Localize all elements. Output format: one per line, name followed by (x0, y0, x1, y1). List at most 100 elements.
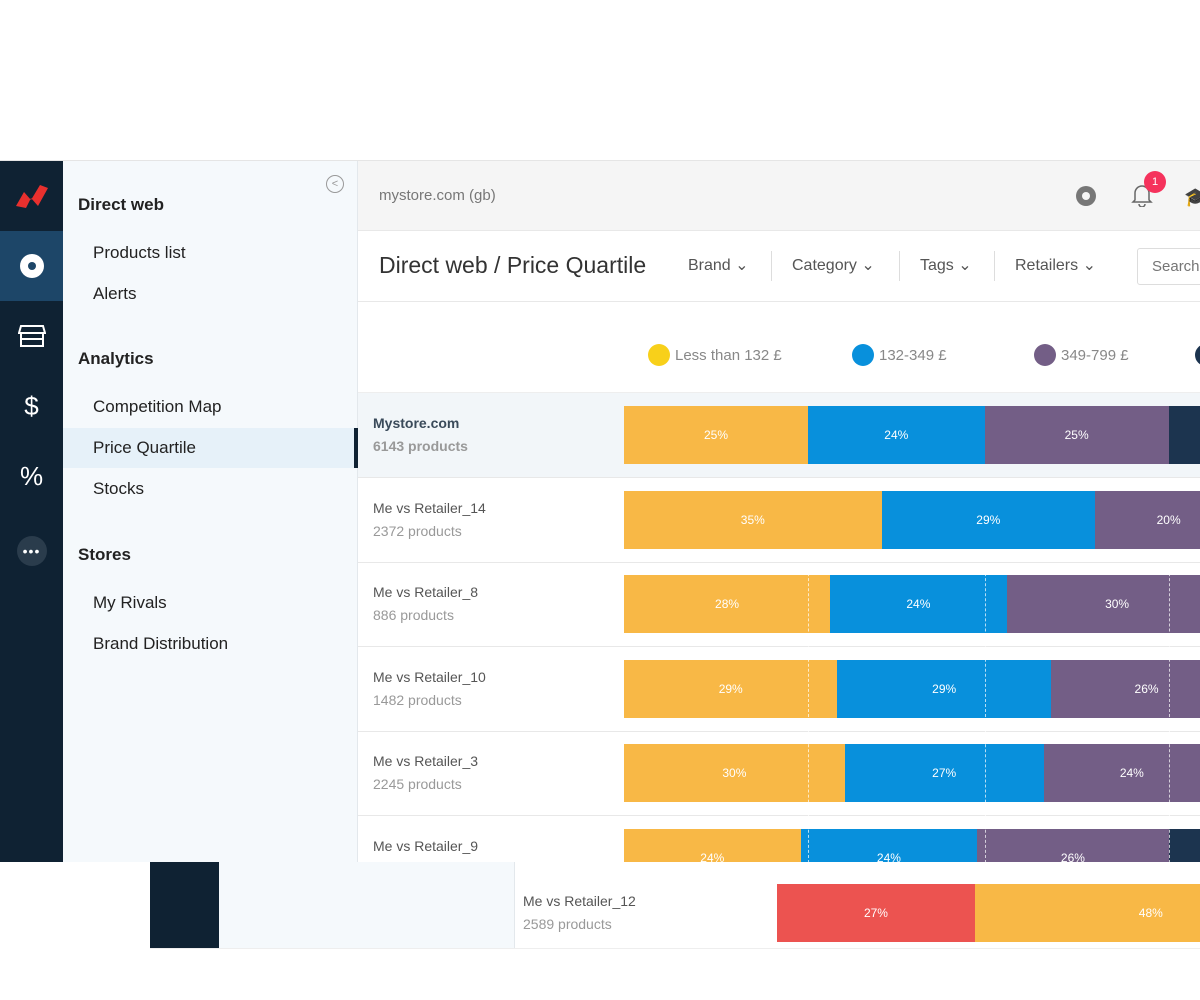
rail-stores[interactable] (0, 301, 63, 371)
bar-segment-q1[interactable]: 29% (624, 659, 838, 718)
stacked-bar: 28% 24% 30% (624, 575, 1200, 633)
row-count: 886 products (373, 607, 454, 623)
bar-segment-q2[interactable]: 27% (844, 744, 1044, 802)
academy-icon[interactable]: 🎓 (1184, 187, 1200, 208)
stacked-bar: 30% 27% 24% (624, 744, 1200, 802)
bar-segment-q3[interactable]: 26% (977, 828, 1169, 862)
icon-rail: $ % ••• (0, 161, 63, 862)
bar-segment-q4[interactable] (1168, 406, 1200, 464)
rail-more[interactable]: ••• (0, 516, 63, 586)
sidebar-item-brand-distribution[interactable]: Brand Distribution (93, 634, 229, 653)
brand-filter[interactable]: Brand ⌄ (688, 255, 749, 275)
stacked-bar: 25% 24% 25% (624, 406, 1200, 464)
bar-segment-q3[interactable]: 25% (984, 406, 1169, 464)
chevron-down-icon: ⌄ (1082, 257, 1096, 274)
stacked-bar: 35% 29% 20% (624, 490, 1200, 549)
bar-segment[interactable]: 48% (974, 884, 1200, 942)
rail-pricing[interactable]: $ (0, 371, 63, 441)
more-icon: ••• (16, 536, 47, 566)
overlay-row-count: 2589 products (523, 916, 612, 932)
sidebar: < Direct web Products list Alerts Analyt… (63, 161, 358, 862)
retailers-filter-label: Retailers (1015, 257, 1079, 274)
target-icon (19, 254, 44, 278)
top-bar: mystore.com (gb) 1 🎓 (358, 161, 1200, 231)
sidebar-item-price-quartile[interactable]: Price Quartile (63, 428, 358, 468)
sidebar-item-competition-map[interactable]: Competition Map (93, 397, 222, 416)
bar-segment-q3[interactable]: 30% (1006, 575, 1200, 633)
divider (899, 251, 900, 281)
overlay-row-name: Me vs Retailer_12 (523, 893, 636, 909)
bar-segment[interactable]: 27% (777, 884, 975, 942)
page-title: Direct web / Price Quartile (379, 252, 647, 278)
bar-segment-q3[interactable]: 26% (1050, 659, 1200, 718)
sidebar-item-my-rivals[interactable]: My Rivals (93, 593, 167, 612)
dollar-icon: $ (24, 390, 39, 421)
row-count: 2245 products (373, 776, 462, 792)
row-count: 2372 products (373, 522, 462, 539)
bar-segment-q1[interactable]: 30% (624, 744, 845, 802)
bar-segment-q4[interactable] (1168, 828, 1200, 862)
divider (994, 251, 995, 281)
category-filter-label: Category (792, 257, 857, 274)
row-name: Me vs Retailer_3 (373, 753, 479, 769)
app-window: $ % ••• < Direct web Products list Alert… (0, 160, 1200, 862)
table-row[interactable]: Me vs Retailer_8 886 products 28% 24% 30% (358, 562, 1200, 647)
chevron-down-icon: ⌄ (861, 257, 875, 274)
row-name: Me vs Retailer_14 (373, 499, 486, 516)
rail-promotions[interactable]: % (0, 441, 63, 511)
chart-legend: Less than 132 £ 132-349 £ 349-799 £ (358, 302, 1200, 393)
quartile-line (985, 553, 986, 862)
bar-segment-q2[interactable]: 29% (881, 490, 1096, 549)
table-row[interactable]: Me vs Retailer_3 2245 products 30% 27% 24% (358, 731, 1200, 816)
chevron-down-icon: ⌄ (958, 257, 972, 274)
bar-segment-q1[interactable]: 28% (624, 575, 831, 633)
table-row[interactable]: Me vs Retailer_9 24% 24% 26% (358, 816, 1200, 862)
row-name: Mystore.com (373, 415, 460, 431)
title-bar: Direct web / Price Quartile Brand ⌄ Cate… (358, 231, 1200, 302)
row-name: Me vs Retailer_8 (373, 584, 479, 600)
legend-item-q2: 132-349 £ (852, 344, 947, 366)
retailers-filter[interactable]: Retailers ⌄ (1015, 255, 1096, 275)
sidebar-item-stocks[interactable]: Stocks (93, 479, 145, 498)
section-stores: Stores (78, 545, 131, 564)
legend-item-q1: Less than 132 £ (648, 344, 782, 366)
brand-logo[interactable] (0, 161, 63, 231)
row-name: Me vs Retailer_10 (373, 668, 486, 685)
bar-segment-q3[interactable]: 20% (1095, 490, 1200, 549)
bar-segment-q2[interactable]: 24% (830, 575, 1007, 633)
legend-item-q4 (1195, 344, 1200, 366)
tags-filter[interactable]: Tags ⌄ (920, 255, 972, 275)
stacked-bar: 29% 29% 26% (624, 659, 1200, 718)
search-input[interactable] (1137, 248, 1200, 285)
bar-segment-q2[interactable]: 24% (808, 406, 985, 464)
table-row[interactable]: Mystore.com 6143 products 25% 24% 25% (358, 393, 1200, 478)
main-content: mystore.com (gb) 1 🎓 Direct web / Price … (358, 161, 1200, 862)
percent-icon: % (19, 460, 44, 491)
section-direct-web: Direct web (78, 195, 164, 214)
sidebar-item-alerts[interactable]: Alerts (93, 284, 137, 303)
notifications-button[interactable]: 1 (1131, 171, 1166, 212)
stacked-bar: 24% 24% 26% (624, 828, 1200, 862)
bar-segment-q1[interactable]: 35% (624, 490, 882, 549)
bar-segment-q1[interactable]: 25% (624, 406, 808, 464)
overlay-rail (150, 862, 219, 948)
row-count: 6143 products (373, 438, 468, 454)
section-analytics: Analytics (78, 349, 154, 368)
row-count: 1482 products (373, 691, 462, 708)
bar-segment-q1[interactable]: 24% (624, 828, 801, 862)
rail-direct-web[interactable] (0, 231, 63, 301)
bar-segment-q2[interactable]: 24% (800, 828, 978, 862)
store-name: mystore.com (gb) (379, 187, 496, 204)
table-row[interactable]: Me vs Retailer_10 1482 products 29% 29% 26% (358, 647, 1200, 732)
table-row[interactable]: Me vs Retailer_14 2372 products 35% 29% 20% (358, 478, 1200, 563)
store-icon (17, 325, 46, 347)
sidebar-item-products-list[interactable]: Products list (93, 243, 186, 262)
notification-badge: 1 (1144, 171, 1166, 193)
quartile-line (1169, 553, 1170, 862)
category-filter[interactable]: Category ⌄ (792, 255, 875, 275)
row-name: Me vs Retailer_9 (373, 837, 479, 854)
bar-segment-q3[interactable]: 24% (1043, 744, 1200, 802)
collapse-sidebar-button[interactable]: < (326, 175, 344, 193)
bar-segment-q2[interactable]: 29% (837, 659, 1051, 718)
chrome-icon[interactable] (1076, 186, 1096, 206)
